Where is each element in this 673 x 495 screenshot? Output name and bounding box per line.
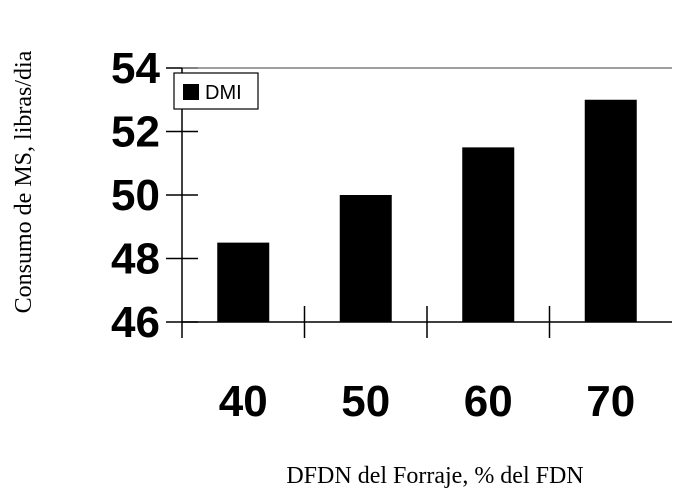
plot-area bbox=[181, 67, 672, 338]
y-tick-label-48: 48 bbox=[111, 235, 160, 284]
y-tick-label-46: 46 bbox=[111, 298, 160, 347]
x-tick-label-50: 50 bbox=[341, 377, 390, 426]
bars-group bbox=[217, 99, 637, 322]
y-tick-label-54: 54 bbox=[111, 44, 160, 93]
x-axis-ticks: 40 50 60 70 bbox=[219, 306, 635, 426]
x-tick-label-70: 70 bbox=[586, 377, 635, 426]
bar-70 bbox=[584, 99, 637, 322]
legend: DMI bbox=[173, 72, 259, 110]
legend-label: DMI bbox=[205, 82, 242, 104]
x-tick-label-60: 60 bbox=[464, 377, 513, 426]
x-axis-title: DFDN del Forraje, % del FDN bbox=[286, 463, 583, 489]
y-tick-label-50: 50 bbox=[111, 171, 160, 220]
y-tick-label-52: 52 bbox=[111, 108, 160, 157]
bar-60 bbox=[462, 147, 515, 322]
y-axis-title: Consumo de MS, libras/dia bbox=[11, 50, 37, 313]
bar-50 bbox=[339, 195, 392, 322]
legend-swatch bbox=[183, 84, 199, 100]
x-tick-label-40: 40 bbox=[219, 377, 268, 426]
bar-40 bbox=[217, 242, 270, 322]
